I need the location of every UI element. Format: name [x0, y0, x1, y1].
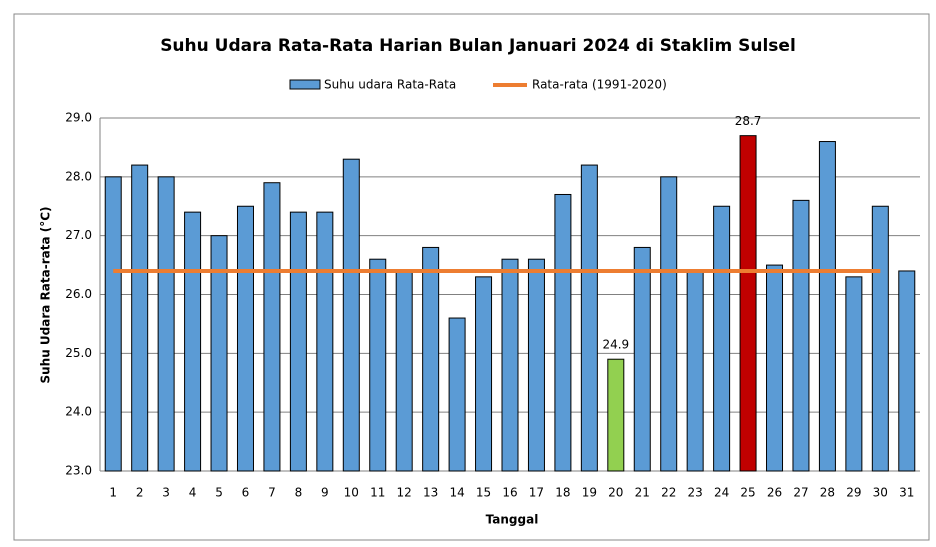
x-tick-label: 22	[661, 486, 676, 500]
bar	[448, 317, 466, 472]
x-tick-label: 20	[608, 486, 623, 500]
x-tick-label: 14	[449, 486, 464, 500]
legend-label: Rata-rata (1991-2020)	[532, 78, 667, 92]
bar	[236, 205, 254, 472]
bar	[422, 246, 440, 472]
chart-frame	[13, 13, 930, 541]
x-tick-label: 16	[502, 486, 517, 500]
x-tick-label: 1	[109, 486, 117, 500]
x-tick-label: 13	[423, 486, 438, 500]
bar	[554, 193, 572, 472]
x-tick-label: 26	[767, 486, 782, 500]
x-tick-label: 18	[555, 486, 570, 500]
chart-title: Suhu Udara Rata-Rata Harian Bulan Januar…	[160, 36, 796, 56]
data-label: 28.7	[735, 114, 762, 128]
bar	[369, 258, 387, 472]
data-label: 24.9	[602, 338, 629, 352]
x-tick-label: 19	[582, 486, 597, 500]
legend-label: Suhu udara Rata-Rata	[324, 78, 456, 92]
x-tick-label: 12	[397, 486, 412, 500]
bar	[845, 276, 863, 472]
y-tick-label: 29.0	[65, 111, 92, 125]
x-tick-label: 29	[846, 486, 861, 500]
bar	[263, 182, 281, 472]
x-tick-label: 23	[688, 486, 703, 500]
bar	[316, 211, 334, 472]
x-tick-label: 31	[899, 486, 914, 500]
bar	[898, 270, 916, 472]
bar	[686, 270, 704, 472]
bar	[184, 211, 202, 472]
bar	[660, 176, 678, 472]
y-tick-label: 26.0	[65, 287, 92, 301]
bar	[104, 176, 122, 472]
x-tick-label: 10	[344, 486, 359, 500]
x-tick-label: 30	[873, 486, 888, 500]
bar	[818, 141, 836, 472]
x-tick-label: 11	[370, 486, 385, 500]
x-tick-label: 3	[162, 486, 170, 500]
bar	[580, 164, 598, 472]
y-tick-label: 24.0	[65, 405, 92, 419]
bar	[395, 270, 413, 472]
x-tick-label: 15	[476, 486, 491, 500]
bar	[501, 258, 519, 472]
y-tick-label: 23.0	[65, 464, 92, 478]
bar	[475, 276, 493, 472]
bar	[713, 205, 731, 472]
x-tick-label: 17	[529, 486, 544, 500]
bar	[607, 358, 625, 472]
bar	[792, 199, 810, 472]
x-tick-label: 5	[215, 486, 223, 500]
bar	[289, 211, 307, 472]
bar	[871, 205, 889, 472]
y-axis-label: Suhu Udara Rata-rata (°C)	[39, 206, 53, 383]
bar	[210, 235, 228, 472]
bar	[766, 264, 784, 472]
x-tick-label: 27	[793, 486, 808, 500]
bar	[131, 164, 149, 472]
bar	[157, 176, 175, 472]
x-tick-label: 8	[295, 486, 303, 500]
x-tick-label: 4	[189, 486, 197, 500]
bar	[342, 158, 360, 472]
y-tick-label: 28.0	[65, 169, 92, 183]
x-tick-label: 6	[242, 486, 250, 500]
x-axis-label: Tanggal	[486, 513, 539, 527]
x-tick-label: 9	[321, 486, 329, 500]
bar	[739, 135, 757, 472]
x-tick-label: 25	[740, 486, 755, 500]
x-tick-label: 2	[136, 486, 144, 500]
y-tick-label: 25.0	[65, 346, 92, 360]
x-tick-label: 24	[714, 486, 729, 500]
x-tick-label: 21	[635, 486, 650, 500]
x-tick-label: 7	[268, 486, 276, 500]
bar	[633, 246, 651, 472]
legend-swatch	[289, 79, 321, 90]
x-tick-label: 28	[820, 486, 835, 500]
y-tick-label: 27.0	[65, 228, 92, 242]
bar	[527, 258, 545, 472]
